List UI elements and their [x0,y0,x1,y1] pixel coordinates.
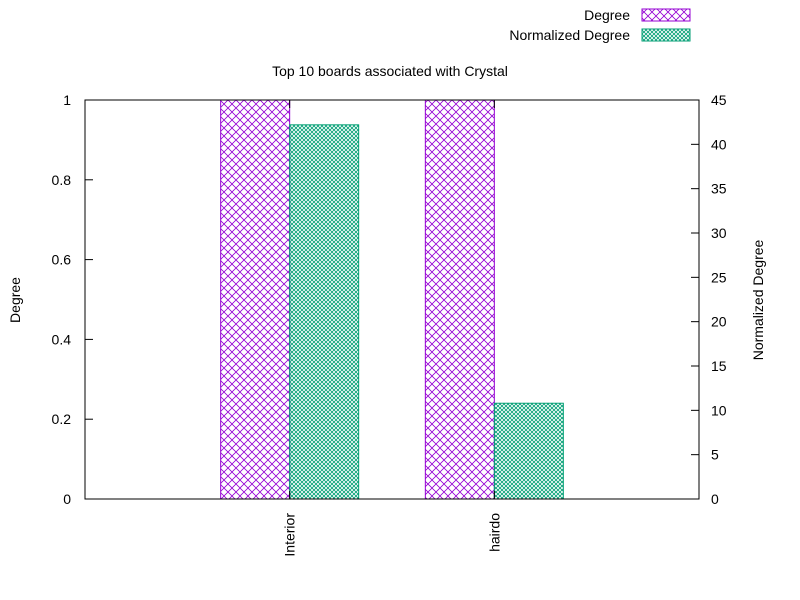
legend-swatch-degree [641,8,691,22]
bar-normalized-degree-hairdo [493,402,564,500]
bars-group [220,99,564,500]
bar-degree-interior [220,99,291,500]
legend-label-normalized-degree: Normalized Degree [509,27,630,43]
y-tick-label: 0.4 [52,331,72,347]
y2-tick-label: 0 [711,491,719,507]
y2-ticks-group: 0 5 10 15 20 25 30 35 40 45 [691,92,727,507]
y2-tick-label: 15 [711,358,727,374]
y2-tick-label: 5 [711,447,719,463]
chart-title: Top 10 boards associated with Crystal [272,63,508,79]
y-axis-label: Degree [7,277,23,323]
y2-tick-label: 45 [711,92,727,108]
y2-tick-label: 30 [711,225,727,241]
y-tick-label: 0.2 [52,411,72,427]
y-tick-label: 0 [63,491,71,507]
legend-label-degree: Degree [584,7,630,23]
y-tick-label: 0.8 [52,172,72,188]
x-tick-label-hairdo: hairdo [486,513,502,552]
y2-tick-label: 40 [711,136,727,152]
legend: Degree Normalized Degree [509,7,691,43]
y-tick-label: 0.6 [52,252,72,268]
y-tick-label: 1 [63,92,71,108]
x-ticks-group: Interior hairdo [282,100,502,557]
y2-tick-label: 10 [711,402,727,418]
y2-tick-label: 35 [711,181,727,197]
bar-normalized-degree-interior [289,124,360,500]
y2-axis-label: Normalized Degree [750,239,766,360]
legend-swatch-normalized-degree [641,28,691,42]
x-tick-label-interior: Interior [282,513,298,557]
y2-tick-label: 25 [711,269,727,285]
y-ticks-group: 0 0.2 0.4 0.6 0.8 1 [52,92,93,507]
bar-degree-hairdo [424,99,495,500]
plot-frame [84,99,700,500]
y2-tick-label: 20 [711,314,727,330]
